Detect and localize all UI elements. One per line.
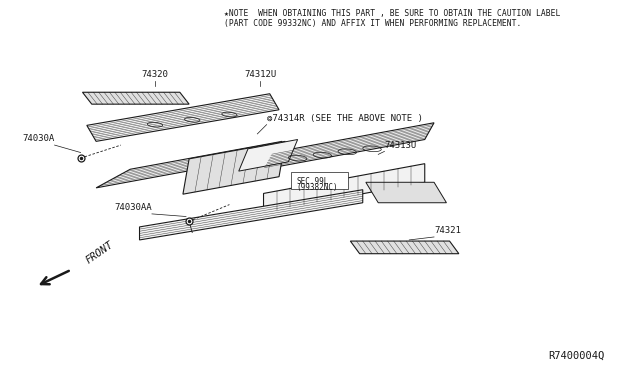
Text: 74030AA: 74030AA bbox=[115, 203, 152, 212]
Text: 74030A: 74030A bbox=[22, 134, 54, 143]
Text: 74312U: 74312U bbox=[244, 70, 276, 79]
FancyBboxPatch shape bbox=[291, 172, 348, 189]
Polygon shape bbox=[96, 141, 282, 188]
Text: SEC.99L: SEC.99L bbox=[296, 177, 329, 186]
Text: ★NOTE  WHEN OBTAINING THIS PART , BE SURE TO OBTAIN THE CAUTION LABEL: ★NOTE WHEN OBTAINING THIS PART , BE SURE… bbox=[225, 9, 561, 18]
Text: 74321: 74321 bbox=[434, 226, 461, 235]
Polygon shape bbox=[264, 123, 434, 169]
Text: 74320: 74320 bbox=[141, 70, 168, 79]
Polygon shape bbox=[366, 182, 447, 203]
Polygon shape bbox=[87, 94, 279, 141]
Text: (PART CODE 99332NC) AND AFFIX IT WHEN PERFORMING REPLACEMENT.: (PART CODE 99332NC) AND AFFIX IT WHEN PE… bbox=[225, 19, 522, 28]
Polygon shape bbox=[83, 92, 189, 104]
Polygon shape bbox=[239, 140, 298, 171]
Text: 74313U: 74313U bbox=[385, 141, 417, 150]
Polygon shape bbox=[264, 164, 425, 212]
Polygon shape bbox=[140, 190, 363, 240]
Polygon shape bbox=[350, 241, 459, 254]
Text: R7400004Q: R7400004Q bbox=[548, 351, 605, 361]
Text: ❂74314R (SEE THE ABOVE NOTE ): ❂74314R (SEE THE ABOVE NOTE ) bbox=[267, 114, 422, 123]
Polygon shape bbox=[183, 141, 285, 194]
Text: FRONT: FRONT bbox=[84, 240, 115, 266]
Text: (99382NC): (99382NC) bbox=[296, 183, 338, 192]
